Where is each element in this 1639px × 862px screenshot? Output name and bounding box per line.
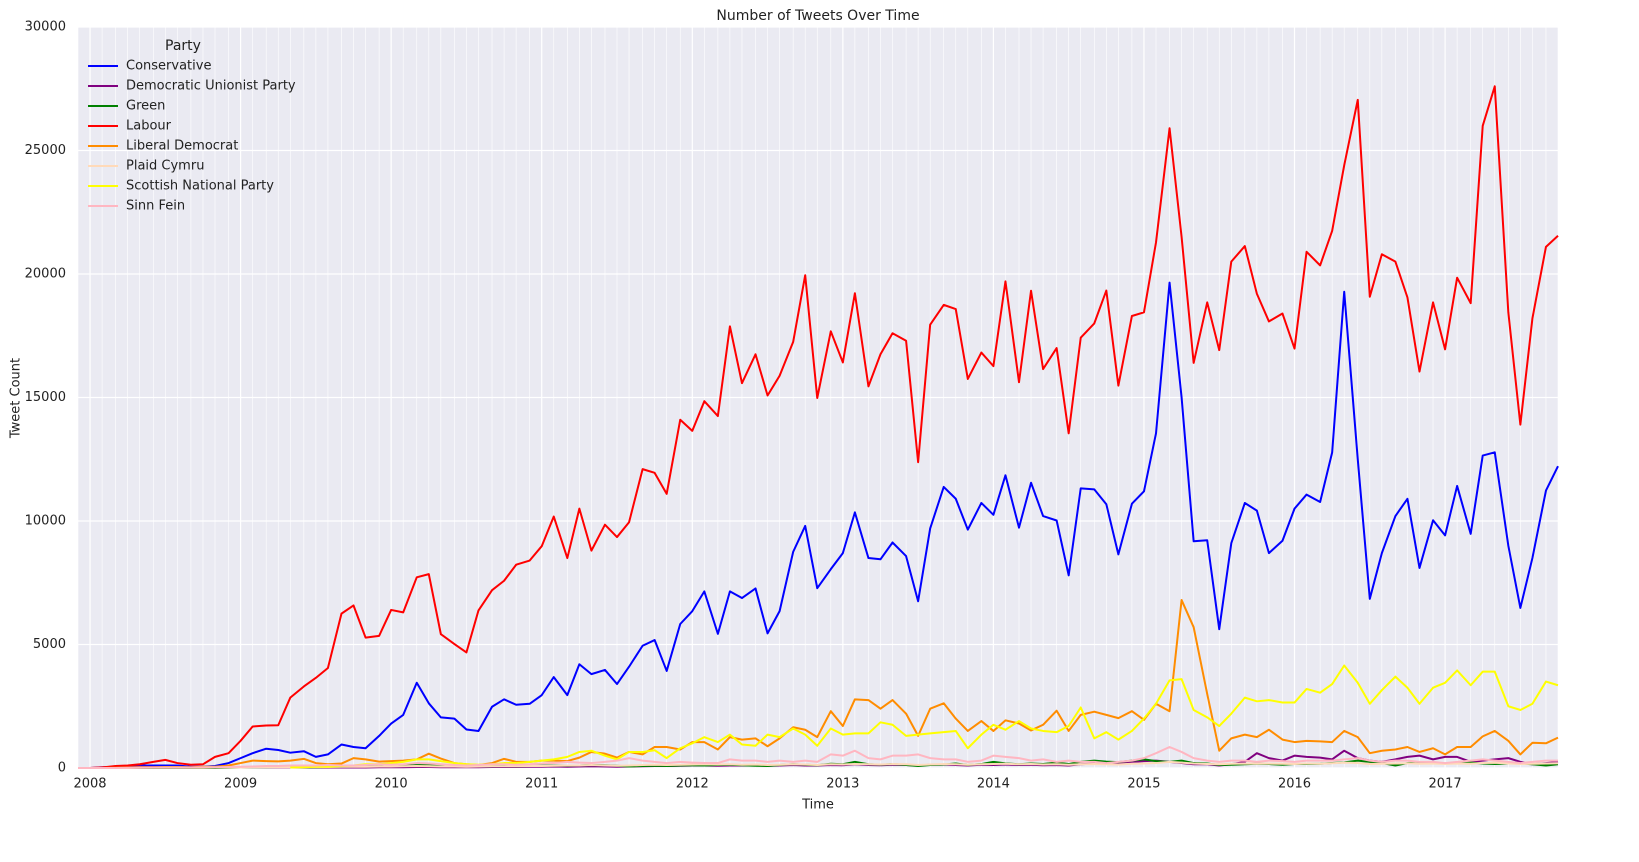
y-axis-label: Tweet Count [9,358,24,439]
x-tick-label: 2017 [1429,777,1462,792]
legend-label: Democratic Unionist Party [126,79,296,94]
x-tick-label: 2008 [73,777,106,792]
x-tick-label: 2015 [1127,777,1160,792]
legend-title: Party [165,38,201,54]
series-line [78,746,1558,769]
series-line [78,599,1559,769]
y-tick-label: 5000 [33,637,66,652]
x-tick-label: 2010 [375,777,408,792]
x-tick-label: 2009 [224,777,257,792]
x-tick-label: 2014 [977,777,1010,792]
y-tick-label: 10000 [25,514,66,529]
y-tick-label: 25000 [25,143,66,158]
x-tick-label: 2016 [1278,777,1311,792]
y-tick-label: 15000 [25,390,66,405]
legend-label: Plaid Cymru [126,159,204,174]
x-tick-label: 2012 [676,777,709,792]
series-line [78,85,1559,769]
x-tick-label: 2013 [826,777,859,792]
legend-label: Green [126,99,165,114]
y-tick-label: 30000 [25,20,66,35]
y-tick-label: 0 [58,761,66,776]
legend-label: Liberal Democrat [126,139,238,154]
series-line [290,664,1559,769]
chart-title: Number of Tweets Over Time [716,8,919,24]
legend-label: Sinn Fein [126,199,185,214]
y-tick-label: 20000 [25,267,66,282]
legend-label: Scottish National Party [126,179,274,194]
x-axis-label: Time [801,798,834,813]
legend-label: Conservative [126,59,211,74]
x-tick-label: 2011 [525,777,558,792]
series-line [78,281,1559,769]
legend-label: Labour [126,119,172,134]
